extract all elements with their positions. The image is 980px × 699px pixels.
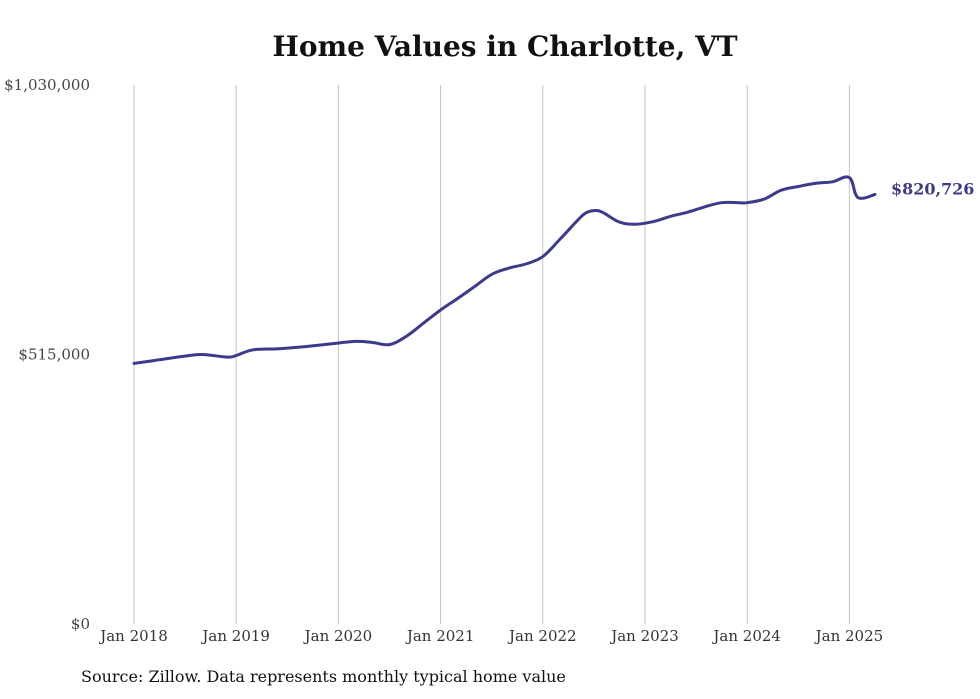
x-tick-label: Jan 2023 [609, 627, 679, 645]
x-tick-label: Jan 2018 [98, 627, 168, 645]
y-tick-label: $0 [71, 615, 90, 633]
home-value-line [132, 175, 877, 365]
series-layer [132, 175, 877, 365]
label-layer: $820,726 [891, 180, 975, 199]
end-value-label: $820,726 [891, 180, 975, 199]
chart-title: Home Values in Charlotte, VT [272, 30, 738, 63]
x-tick-label: Jan 2022 [507, 627, 577, 645]
y-tick-label: $1,030,000 [4, 76, 90, 94]
source-note: Source: Zillow. Data represents monthly … [81, 667, 566, 686]
x-tick-label: Jan 2019 [200, 627, 270, 645]
y-tick-label: $515,000 [18, 346, 90, 364]
x-tick-label: Jan 2020 [303, 627, 373, 645]
x-tick-label: Jan 2021 [405, 627, 475, 645]
x-axis-ticks: Jan 2018 Jan 2019 Jan 2020 Jan 2021 Jan 2022… [98, 627, 883, 645]
y-axis-ticks: $0 $515,000 $1,030,000 [4, 76, 90, 633]
x-tick-label: Jan 2024 [711, 627, 781, 645]
x-tick-label: Jan 2025 [814, 627, 884, 645]
